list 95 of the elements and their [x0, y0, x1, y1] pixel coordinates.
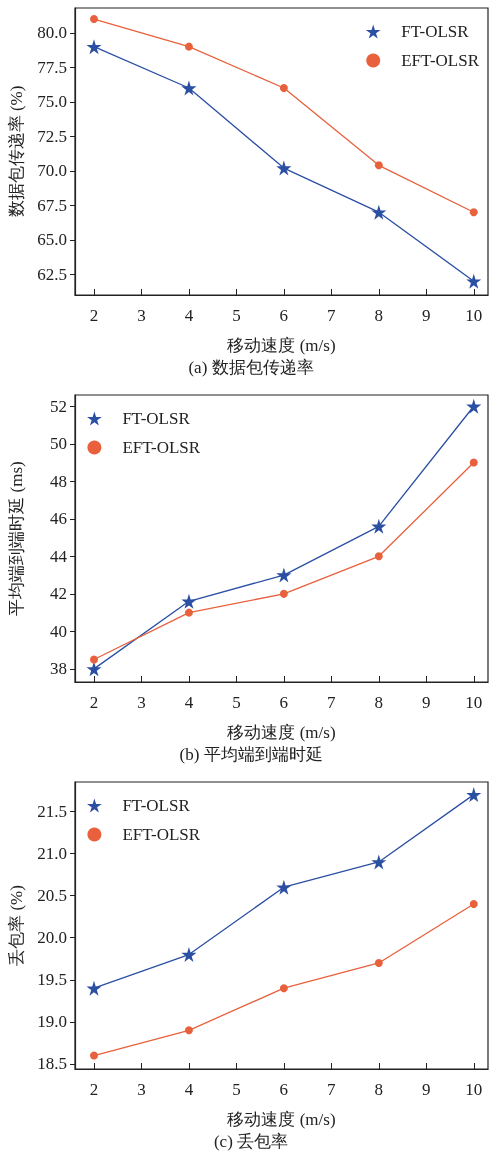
y-tick-label: 75.0	[37, 92, 67, 112]
point	[90, 655, 98, 664]
y-tick-label: 72.5	[37, 126, 67, 146]
y-tick-label: 42	[50, 584, 67, 604]
point	[469, 208, 478, 217]
legend-label: EFT-OLSR	[122, 825, 201, 844]
x-axis-title: 移动速度 (m/s)	[227, 723, 336, 742]
x-axis-title: 移动速度 (m/s)	[227, 1110, 336, 1129]
point	[184, 608, 193, 617]
point	[374, 958, 383, 967]
x-tick-label: 5	[232, 693, 241, 712]
legend-label: FT-OLSR	[122, 409, 191, 428]
x-tick-label: 4	[184, 693, 194, 712]
y-tick-label: 50	[50, 434, 67, 454]
point	[86, 661, 102, 677]
y-tick-label: 20.5	[37, 886, 67, 906]
y-tick-label: 77.5	[37, 57, 67, 77]
y-tick-label: 48	[50, 471, 67, 491]
point	[184, 1026, 193, 1035]
point	[90, 1051, 98, 1060]
point	[184, 42, 193, 51]
legend-label: EFT-OLSR	[122, 438, 201, 457]
text: (a) 数据包传递率	[188, 358, 314, 377]
x-tick-label: 3	[137, 693, 146, 712]
point	[371, 518, 387, 534]
x-tick-label: 5	[232, 1080, 241, 1099]
point	[279, 84, 288, 93]
point	[86, 39, 102, 55]
legend-label: FT-OLSR	[122, 796, 191, 815]
y-tick-label: 18.5	[37, 1054, 67, 1074]
x-tick-label: 5	[232, 306, 241, 325]
y-tick-label: 40	[50, 621, 67, 641]
point	[279, 984, 288, 993]
y-tick-label: 46	[50, 509, 67, 529]
text: (c) 丢包率	[213, 1132, 289, 1151]
y-tick-label: 21.0	[37, 844, 67, 864]
point	[466, 787, 482, 803]
x-axis-title: 移动速度 (m/s)	[227, 336, 336, 355]
point	[371, 854, 387, 870]
x-tick-label: 8	[374, 306, 384, 325]
y-tick-label: 52	[50, 396, 67, 416]
x-tick-label: 8	[374, 693, 384, 712]
point	[469, 458, 478, 467]
point	[181, 80, 197, 96]
legend-label: EFT-OLSR	[401, 51, 480, 70]
point	[279, 589, 288, 598]
x-tick-label: 9	[422, 306, 431, 325]
x-tick-label: 7	[327, 306, 337, 325]
x-tick-label: 8	[374, 1080, 384, 1099]
y-tick-label: 38	[50, 659, 67, 679]
y-axis-title: 丢包率 (%)	[7, 885, 26, 966]
legend-label: FT-OLSR	[401, 22, 470, 41]
x-tick-label: 6	[279, 1080, 289, 1099]
point	[276, 160, 292, 176]
x-tick-label: 7	[327, 693, 337, 712]
x-tick-label: 10	[465, 693, 483, 712]
x-tick-label: 3	[137, 306, 146, 325]
x-tick-label: 2	[89, 306, 99, 325]
point	[276, 879, 292, 895]
y-axis-title: 数据包传递率 (%)	[7, 85, 26, 218]
x-tick-label: 10	[465, 1080, 483, 1099]
point	[276, 567, 292, 583]
y-axis-title: 平均端到端时延 (ms)	[7, 461, 26, 616]
x-tick-label: 4	[184, 1080, 194, 1099]
x-tick-label: 9	[422, 1080, 431, 1099]
y-tick-label: 67.5	[37, 195, 67, 215]
y-tick-label: 21.5	[37, 801, 67, 821]
x-tick-label: 9	[422, 693, 431, 712]
y-tick-label: 20.0	[37, 928, 67, 948]
point	[469, 900, 478, 909]
x-tick-label: 3	[137, 1080, 146, 1099]
y-tick-label: 80.0	[37, 23, 67, 43]
x-tick-label: 7	[327, 1080, 337, 1099]
y-tick-label: 62.5	[37, 264, 67, 284]
y-tick-label: 19.0	[37, 1012, 67, 1032]
point	[466, 398, 482, 414]
point	[374, 161, 383, 170]
x-tick-label: 2	[89, 1080, 99, 1099]
point	[181, 947, 197, 963]
x-tick-label: 2	[89, 693, 99, 712]
y-tick-label: 19.5	[37, 970, 67, 990]
point	[86, 980, 102, 996]
y-tick-label: 65.0	[37, 230, 67, 250]
y-tick-label: 70.0	[37, 161, 67, 181]
x-tick-label: 6	[279, 306, 289, 325]
x-tick-label: 10	[465, 306, 483, 325]
point	[466, 273, 482, 289]
text: (b) 平均端到端时延	[179, 745, 323, 764]
point	[374, 552, 383, 561]
point	[181, 593, 197, 609]
point	[90, 15, 98, 24]
point	[371, 204, 387, 220]
y-tick-label: 44	[50, 546, 68, 566]
x-tick-label: 6	[279, 693, 289, 712]
x-tick-label: 4	[184, 306, 194, 325]
